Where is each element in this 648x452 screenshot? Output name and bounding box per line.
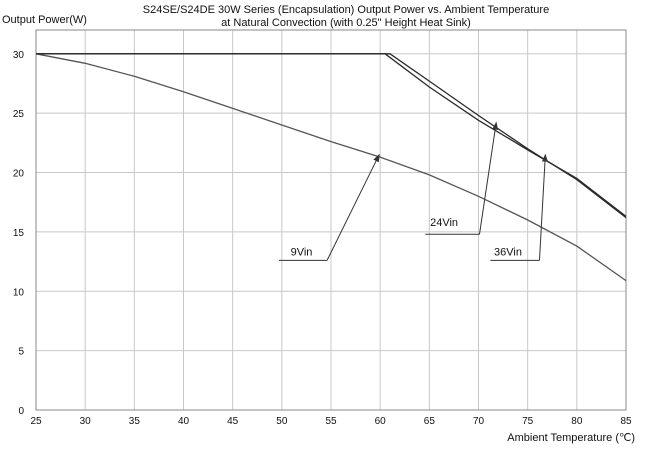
- x-tick-label: 85: [620, 416, 632, 427]
- plot-frame: [35, 29, 627, 411]
- annotation-arrow: [538, 153, 548, 261]
- x-tick-label: 35: [129, 416, 141, 427]
- chart-subtitle: at Natural Convection (with 0.25" Height…: [221, 17, 471, 29]
- x-tick-label: 55: [325, 416, 337, 427]
- grid: [35, 30, 627, 411]
- x-axis-label: Ambient Temperature (℃): [507, 432, 635, 444]
- x-tick-label: 60: [375, 416, 387, 427]
- x-tick-label: 50: [276, 416, 288, 427]
- x-tick-label: 80: [571, 416, 583, 427]
- x-tick-label: 25: [30, 416, 42, 427]
- annotation-label: 24Vin: [430, 217, 458, 229]
- x-tick-label: 40: [178, 416, 190, 427]
- annotation-label: 9Vin: [291, 247, 313, 259]
- x-tick-label: 30: [80, 416, 92, 427]
- y-tick-label: 5: [18, 347, 24, 358]
- y-tick-label: 30: [13, 50, 25, 61]
- series-line: [35, 53, 627, 282]
- y-tick-label: 15: [13, 228, 25, 239]
- y-tick-label: 10: [13, 287, 25, 298]
- annotation-arrow: [478, 121, 499, 235]
- series-lines: [35, 53, 627, 282]
- chart-title: S24SE/S24DE 30W Series (Encapsulation) O…: [143, 4, 549, 16]
- x-tick-label: 70: [473, 416, 485, 427]
- y-axis-label: Output Power(W): [2, 14, 87, 26]
- annotation-arrow: [326, 153, 380, 261]
- y-tick-label: 25: [13, 109, 25, 120]
- x-tick-label: 45: [227, 416, 239, 427]
- axes: 25 30 35 40 45 50 55 60 65 70 75 80 85 0 5 10 15 20 25 30: [13, 29, 632, 427]
- y-tick-label: 20: [13, 169, 25, 180]
- x-tick-label: 75: [522, 416, 534, 427]
- series-line: [36, 53, 627, 217]
- x-tick-label: 65: [424, 416, 436, 427]
- annotations: 9Vin 24Vin 36Vin: [278, 121, 548, 261]
- annotation-label: 36Vin: [494, 247, 522, 259]
- y-tick-label: 0: [18, 406, 24, 417]
